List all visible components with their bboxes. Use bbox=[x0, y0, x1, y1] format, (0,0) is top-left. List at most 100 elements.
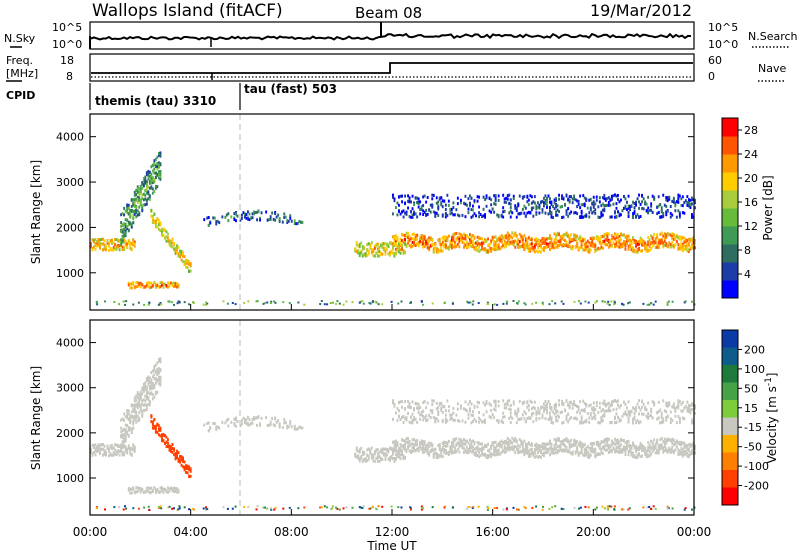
power-echo-cell bbox=[570, 233, 573, 237]
power-echo-cell bbox=[517, 212, 520, 216]
power-near-echo bbox=[684, 300, 687, 303]
power-echo-cell bbox=[150, 174, 153, 178]
velocity-echo-cell bbox=[639, 446, 642, 450]
velocity-echo-cell bbox=[401, 449, 403, 453]
power-echo-cell bbox=[432, 247, 435, 251]
velocity-echo-cell bbox=[269, 420, 272, 424]
velocity-echo-cell bbox=[405, 440, 408, 444]
power-echo-cell bbox=[583, 214, 586, 218]
power-echo-cell bbox=[524, 214, 527, 218]
velocity-echo-cell bbox=[630, 409, 633, 413]
velocity-echo-cell bbox=[136, 486, 139, 490]
velocity-echo-cell bbox=[526, 447, 529, 451]
velocity-echo-cell bbox=[464, 439, 467, 443]
power-echo-cell bbox=[650, 234, 653, 238]
power-echo-cell bbox=[582, 238, 585, 242]
power-echo-cell bbox=[561, 236, 563, 240]
power-echo-cell bbox=[630, 242, 633, 246]
power-echo-cell bbox=[154, 175, 157, 179]
velocity-echo-cell bbox=[416, 443, 419, 447]
power-echo-cell bbox=[535, 207, 538, 211]
power-echo-cell bbox=[138, 196, 141, 200]
power-echo-cell bbox=[416, 242, 419, 246]
velocity-echo-cell bbox=[583, 409, 586, 413]
velocity-echo-cell bbox=[132, 426, 135, 430]
velocity-echo-cell bbox=[156, 379, 159, 383]
velocity-echo-cell bbox=[540, 455, 542, 459]
power-echo-cell bbox=[485, 204, 488, 208]
velocity-echo-cell bbox=[674, 442, 677, 446]
power-echo-cell bbox=[535, 249, 538, 253]
power-echo-cell bbox=[431, 242, 434, 246]
power-echo-cell bbox=[577, 248, 580, 252]
velocity-echo-cell bbox=[467, 451, 470, 454]
velocity-echo-cell bbox=[629, 410, 631, 414]
velocity-echo-cell bbox=[500, 443, 503, 447]
velocity-echo-cell bbox=[508, 416, 511, 420]
power-echo-cell bbox=[167, 236, 169, 240]
power-echo-cell bbox=[296, 221, 299, 225]
power-echo-cell bbox=[378, 254, 381, 258]
power-echo-cell bbox=[432, 243, 435, 247]
power-echo-cell bbox=[473, 247, 476, 251]
velocity-echo-cell bbox=[573, 403, 576, 407]
power-echo-cell bbox=[553, 201, 556, 205]
power-echo-cell bbox=[540, 239, 542, 243]
velocity-echo-cell bbox=[90, 447, 92, 451]
velocity-echo-cell bbox=[147, 378, 150, 382]
power-echo-cell bbox=[493, 235, 496, 239]
velocity-echo-cell bbox=[527, 450, 530, 453]
power-echo-cell bbox=[392, 193, 394, 197]
power-echo-cell bbox=[186, 259, 189, 263]
power-echo-cell bbox=[407, 241, 409, 245]
power-echo-cell bbox=[508, 211, 511, 215]
velocity-echo-cell bbox=[549, 411, 551, 415]
power-echo-cell bbox=[514, 231, 517, 235]
power-echo-cell bbox=[159, 170, 162, 174]
velocity-echo-cell bbox=[456, 402, 459, 406]
power-colorbar-tick-label: 20 bbox=[744, 172, 758, 185]
velocity-echo-cell bbox=[659, 408, 662, 412]
power-echo-cell bbox=[580, 215, 583, 219]
power-echo-cell bbox=[133, 240, 136, 244]
power-echo-cell bbox=[567, 198, 570, 202]
velocity-echo-cell bbox=[580, 442, 583, 445]
velocity-echo-cell bbox=[521, 450, 524, 454]
power-echo-cell bbox=[638, 242, 640, 246]
velocity-echo-cell bbox=[642, 402, 645, 406]
power-echo-cell bbox=[370, 248, 373, 252]
power-echo-cell bbox=[562, 242, 565, 246]
velocity-echo-cell bbox=[431, 411, 434, 415]
noise-right-tick-bottom: 10^0 bbox=[708, 38, 738, 51]
power-echo-cell bbox=[601, 240, 604, 244]
power-echo-cell bbox=[583, 246, 586, 250]
velocity-echo-cell bbox=[299, 426, 302, 430]
power-echo-cell bbox=[123, 206, 126, 210]
velocity-echo-cell bbox=[490, 452, 493, 456]
velocity-echo-cell bbox=[484, 445, 486, 448]
power-echo-cell bbox=[408, 200, 411, 204]
velocity-echo-cell bbox=[386, 453, 388, 457]
velocity-echo-cell bbox=[691, 444, 693, 448]
power-echo-cell bbox=[121, 230, 124, 234]
power-echo-cell bbox=[665, 213, 668, 217]
velocity-echo-cell bbox=[517, 443, 520, 447]
velocity-echo-cell bbox=[648, 446, 651, 450]
power-echo-cell bbox=[224, 215, 227, 219]
power-echo-cell bbox=[177, 283, 180, 287]
power-near-echo bbox=[122, 300, 125, 303]
power-near-echo bbox=[329, 302, 332, 304]
power-echo-cell bbox=[567, 207, 570, 211]
power-echo-cell bbox=[632, 236, 634, 240]
power-echo-cell bbox=[286, 219, 289, 223]
power-echo-cell bbox=[527, 210, 530, 214]
velocity-echo-cell bbox=[618, 405, 621, 409]
power-echo-cell bbox=[420, 205, 423, 209]
velocity-echo-cell bbox=[547, 400, 550, 403]
power-echo-cell bbox=[96, 244, 98, 248]
velocity-echo-cell bbox=[419, 445, 422, 449]
velocity-echo-cell bbox=[100, 447, 103, 451]
velocity-echo-cell bbox=[621, 448, 624, 452]
velocity-echo-cell bbox=[458, 450, 461, 454]
